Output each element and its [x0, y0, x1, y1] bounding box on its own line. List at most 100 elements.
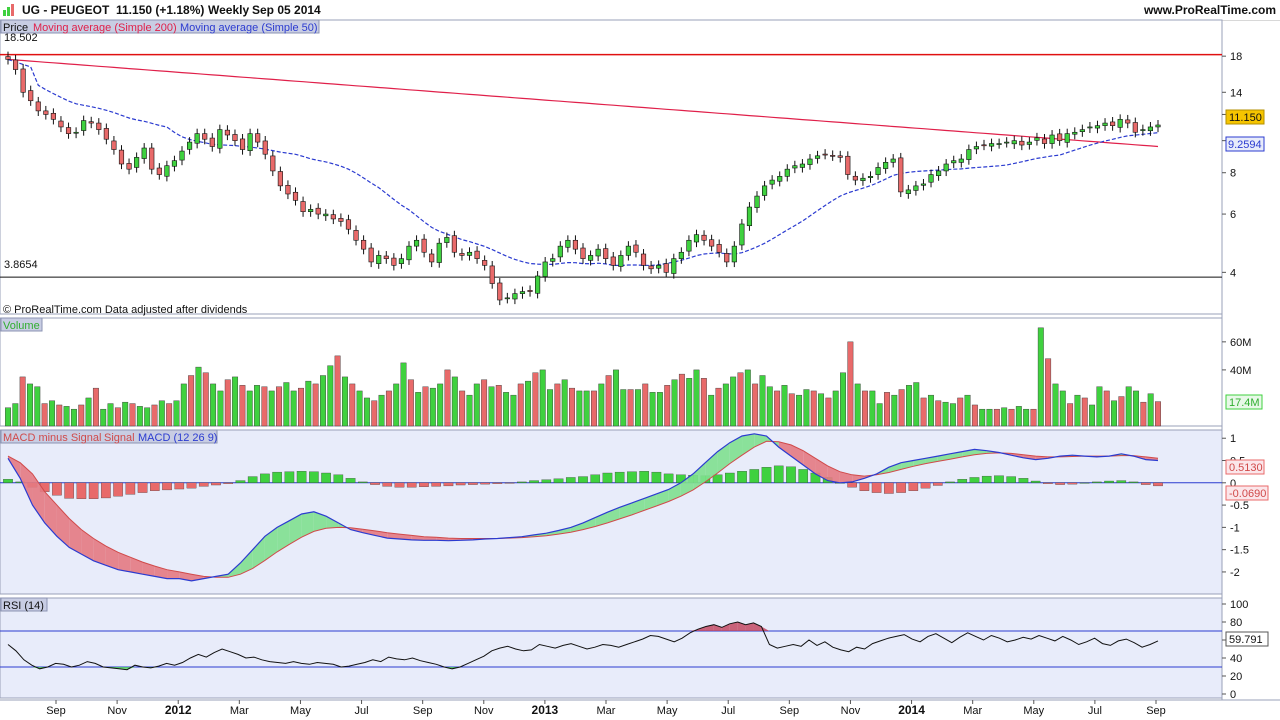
candle — [429, 249, 435, 268]
macd-cloud — [754, 433, 767, 448]
macd-legend[interactable]: MACD minus Signal Signal MACD (12 26 9) — [0, 429, 218, 444]
macd-hist-bar — [896, 482, 906, 493]
price-reference-lines — [0, 53, 1222, 278]
candle-body — [966, 149, 972, 160]
candle — [315, 203, 321, 220]
candle-body — [111, 140, 117, 150]
candle-body — [300, 201, 306, 212]
macd-cloud — [680, 473, 694, 497]
svg-text:11.150: 11.150 — [1229, 112, 1262, 124]
macd-hist-bar — [712, 474, 723, 483]
volume-bar — [927, 394, 934, 427]
macd-hist-bar — [235, 480, 246, 483]
volume-bar — [818, 393, 825, 427]
candle — [345, 214, 352, 235]
rsi-panel[interactable] — [0, 597, 1223, 699]
macd-cloud — [656, 489, 669, 506]
x-axis-label: Mar — [230, 705, 249, 717]
rsi-axis-label: 100 — [1230, 599, 1248, 611]
macd-hist-bar — [260, 473, 270, 483]
candle-body — [1132, 122, 1138, 133]
volume-bar — [781, 385, 788, 427]
volume-bar — [268, 390, 275, 427]
macd-cloud — [313, 511, 327, 532]
candle — [353, 225, 359, 246]
macd-hist-bar — [578, 476, 588, 483]
macd-hist-bar — [370, 482, 380, 485]
macd-cloud — [44, 491, 57, 537]
candle — [81, 115, 87, 136]
volume-bar — [173, 400, 180, 427]
macd-cloud — [619, 502, 632, 519]
volume-bar — [671, 379, 678, 427]
volume-bar — [290, 390, 297, 427]
candle-body — [890, 158, 896, 163]
macd-cloud — [130, 557, 143, 575]
macd-hist-bar — [174, 482, 185, 490]
volume-bar — [715, 387, 722, 427]
candle-body — [1125, 119, 1131, 124]
candle-body — [202, 133, 208, 140]
volume-bar — [349, 383, 356, 427]
candle-body — [678, 251, 684, 259]
candle — [474, 246, 480, 264]
volume-bar — [825, 397, 832, 427]
macd-hist-bar — [284, 471, 295, 483]
price-panel[interactable] — [0, 19, 1223, 315]
rsi-overbought-fill — [729, 622, 738, 631]
macd-axis-label: 0 — [1230, 478, 1236, 490]
volume-axis-label: 60M — [1230, 337, 1251, 349]
candle-body — [656, 265, 662, 269]
volume-bar — [774, 390, 781, 427]
candle — [731, 241, 737, 268]
volume-legend[interactable]: Volume — [0, 317, 43, 332]
candle — [179, 146, 185, 166]
volume-bar — [188, 375, 195, 427]
macd-hist-bar — [651, 471, 662, 483]
candle-body — [724, 253, 730, 263]
candle — [898, 152, 904, 198]
candle-body — [996, 143, 1002, 145]
macd-hist-bar — [614, 471, 625, 483]
volume-bar — [935, 400, 942, 427]
x-axis-label: May — [657, 705, 678, 717]
volume-bar — [737, 372, 744, 427]
rsi-overbought-fill — [721, 623, 730, 631]
candle-body — [587, 255, 594, 261]
candle-body — [958, 158, 964, 163]
candle — [141, 143, 147, 164]
candle — [693, 229, 700, 248]
x-axis-label: Sep — [413, 705, 433, 717]
candle — [482, 255, 488, 271]
volume-bar — [752, 383, 759, 427]
candle — [194, 128, 200, 149]
volume-bar — [63, 406, 70, 427]
volume-bar — [891, 394, 898, 427]
candle — [1155, 120, 1161, 133]
volume-bar — [1133, 390, 1139, 427]
rsi-legend[interactable]: RSI (14) — [0, 597, 48, 612]
rsi-axis-label: 20 — [1230, 671, 1242, 683]
macd-hist-bar — [627, 471, 637, 483]
macd-cloud — [705, 451, 718, 482]
rsi-overbought-fill — [745, 622, 754, 631]
price-legend[interactable]: Price Moving average (Simple 200) Moving… — [0, 19, 320, 34]
macd-hist-bar — [1006, 476, 1016, 483]
candle — [247, 128, 253, 156]
candle — [285, 180, 291, 200]
candle — [1094, 120, 1101, 134]
candle — [519, 286, 526, 299]
site-url[interactable]: www.ProRealTime.com — [1143, 3, 1276, 17]
candle-body — [489, 265, 495, 284]
candle-body — [1155, 124, 1161, 128]
volume-bar — [144, 407, 151, 427]
volume-bar — [283, 382, 290, 427]
candle — [784, 164, 790, 182]
macd-hist-bar — [125, 482, 136, 495]
candle-body — [625, 245, 631, 256]
volume-bar — [649, 392, 656, 427]
macd-hist-bar — [1140, 482, 1151, 485]
candle-body — [951, 160, 957, 164]
price-axis-label: 8 — [1230, 168, 1236, 180]
